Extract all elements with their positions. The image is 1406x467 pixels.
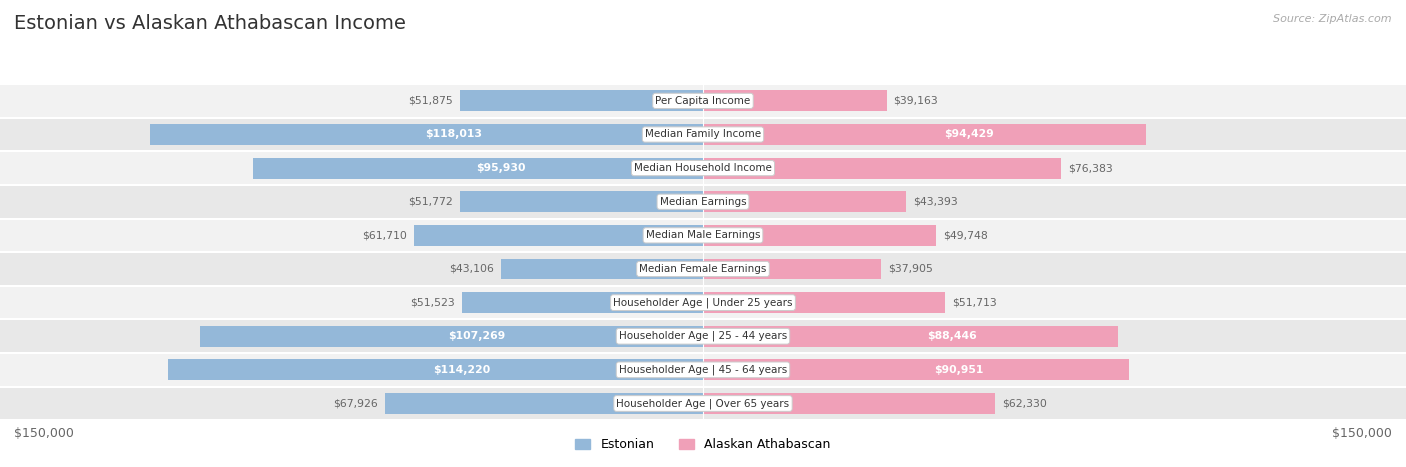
- Text: Median Female Earnings: Median Female Earnings: [640, 264, 766, 274]
- Bar: [703, 360, 1129, 380]
- Text: $51,523: $51,523: [409, 297, 454, 308]
- Bar: [703, 225, 936, 246]
- Text: $107,269: $107,269: [449, 331, 505, 341]
- Text: $51,772: $51,772: [409, 197, 453, 207]
- Text: $43,106: $43,106: [449, 264, 494, 274]
- Text: $76,383: $76,383: [1069, 163, 1112, 173]
- Bar: [501, 259, 703, 279]
- Bar: [0, 252, 1406, 286]
- Bar: [703, 292, 945, 313]
- Text: $150,000: $150,000: [1331, 427, 1392, 440]
- Bar: [703, 91, 887, 111]
- Bar: [200, 326, 703, 347]
- Legend: Estonian, Alaskan Athabascan: Estonian, Alaskan Athabascan: [571, 433, 835, 456]
- Text: Estonian vs Alaskan Athabascan Income: Estonian vs Alaskan Athabascan Income: [14, 14, 406, 33]
- Text: $88,446: $88,446: [927, 331, 977, 341]
- Bar: [0, 387, 1406, 420]
- Text: $37,905: $37,905: [887, 264, 932, 274]
- Bar: [167, 360, 703, 380]
- Text: $94,429: $94,429: [943, 129, 994, 140]
- Bar: [0, 286, 1406, 319]
- Bar: [0, 319, 1406, 353]
- Text: $39,163: $39,163: [894, 96, 938, 106]
- Text: Householder Age | 45 - 64 years: Householder Age | 45 - 64 years: [619, 365, 787, 375]
- Bar: [460, 191, 703, 212]
- Text: Source: ZipAtlas.com: Source: ZipAtlas.com: [1274, 14, 1392, 24]
- Bar: [460, 91, 703, 111]
- Text: $90,951: $90,951: [934, 365, 983, 375]
- Text: Per Capita Income: Per Capita Income: [655, 96, 751, 106]
- Bar: [253, 158, 703, 178]
- Bar: [0, 353, 1406, 387]
- Text: Median Family Income: Median Family Income: [645, 129, 761, 140]
- Bar: [150, 124, 703, 145]
- Text: Median Household Income: Median Household Income: [634, 163, 772, 173]
- Text: Median Male Earnings: Median Male Earnings: [645, 230, 761, 241]
- Bar: [0, 185, 1406, 219]
- Text: $51,875: $51,875: [408, 96, 453, 106]
- Bar: [0, 84, 1406, 118]
- Bar: [703, 158, 1062, 178]
- Text: $51,713: $51,713: [952, 297, 997, 308]
- Text: Householder Age | 25 - 44 years: Householder Age | 25 - 44 years: [619, 331, 787, 341]
- Text: Householder Age | Over 65 years: Householder Age | Over 65 years: [616, 398, 790, 409]
- Bar: [703, 259, 880, 279]
- Bar: [703, 191, 907, 212]
- Bar: [461, 292, 703, 313]
- Bar: [0, 219, 1406, 252]
- Text: $49,748: $49,748: [943, 230, 988, 241]
- Bar: [413, 225, 703, 246]
- Bar: [385, 393, 703, 414]
- Text: $62,330: $62,330: [1002, 398, 1047, 409]
- Bar: [703, 124, 1146, 145]
- Text: Householder Age | Under 25 years: Householder Age | Under 25 years: [613, 297, 793, 308]
- Text: $61,710: $61,710: [361, 230, 406, 241]
- Text: $150,000: $150,000: [14, 427, 75, 440]
- Text: $118,013: $118,013: [426, 129, 482, 140]
- Text: $95,930: $95,930: [477, 163, 526, 173]
- Bar: [0, 151, 1406, 185]
- Bar: [703, 393, 995, 414]
- Text: $43,393: $43,393: [914, 197, 957, 207]
- Text: $67,926: $67,926: [333, 398, 378, 409]
- Bar: [0, 118, 1406, 151]
- Text: Median Earnings: Median Earnings: [659, 197, 747, 207]
- Bar: [703, 326, 1118, 347]
- Text: $114,220: $114,220: [433, 365, 491, 375]
